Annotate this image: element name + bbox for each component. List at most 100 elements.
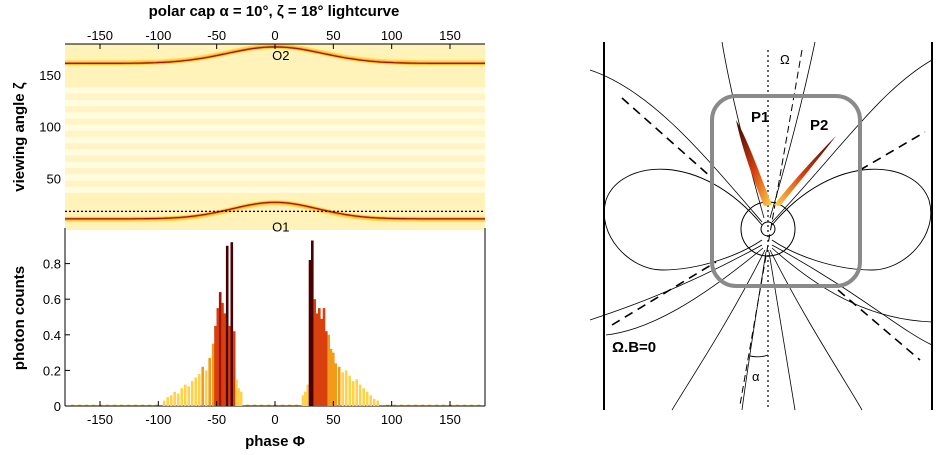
- closed-field-loop-left: [603, 168, 763, 271]
- heatmap-band: [65, 124, 485, 131]
- beam-p2: [774, 136, 836, 206]
- heatmap-band: [65, 112, 485, 119]
- heatmap-band: [65, 155, 485, 162]
- histogram-bar: [173, 391, 176, 406]
- ridge-label-o1: O1: [272, 220, 289, 235]
- open-field-line: [768, 251, 796, 411]
- histogram-bar: [232, 331, 236, 406]
- null-surface-line: [611, 261, 717, 326]
- histogram-x-ticks: -150 -100 -50 0 50 100 150: [87, 401, 461, 427]
- histogram-y-ticks: 0 0.2 0.4 0.6 0.8: [43, 257, 70, 414]
- zoom-frame: [710, 94, 862, 288]
- heatmap-band: [65, 99, 485, 106]
- alpha-label: α: [752, 369, 760, 384]
- histogram-y-tick-label: 0.2: [43, 363, 61, 378]
- histogram-bar: [306, 384, 309, 406]
- histogram-y-tick-label: 0.4: [43, 328, 61, 343]
- histogram-bar: [169, 395, 173, 406]
- histogram-bars: [70, 240, 481, 406]
- heatmap-title: polar cap α = 10°, ζ = 18° lightcurve: [149, 3, 400, 20]
- histogram-bar: [201, 366, 204, 406]
- heatmap-band: [65, 211, 485, 218]
- histogram-bar: [341, 372, 344, 406]
- histogram-bar: [315, 313, 319, 406]
- heatmap-band: [65, 93, 485, 100]
- null-surface-line: [837, 289, 921, 361]
- ridge-label-o2: O2: [272, 48, 289, 63]
- histogram-bar: [327, 334, 330, 406]
- heatmap-y-tick-label: 50: [47, 171, 61, 186]
- open-field-line: [721, 41, 765, 219]
- histogram-bar: [235, 379, 238, 406]
- histogram-bar: [334, 363, 337, 406]
- heatmap-y-tick-label: 100: [39, 120, 61, 135]
- heatmap-x-tick-label: 50: [326, 28, 340, 43]
- open-field-line: [589, 244, 763, 321]
- histogram-bar: [332, 352, 335, 406]
- heatmap-band: [65, 137, 485, 144]
- histogram-bar: [214, 325, 217, 406]
- heatmap-band: [65, 186, 485, 193]
- histogram-bar: [344, 370, 348, 406]
- histogram-bar: [228, 325, 231, 406]
- histogram-bar: [230, 242, 234, 406]
- heatmap-band: [65, 149, 485, 156]
- histogram-bar: [223, 313, 227, 406]
- heatmap-x-tick-label: -50: [207, 28, 226, 43]
- heatmap-band: [65, 118, 485, 125]
- histogram-bar: [351, 381, 355, 406]
- heatmap-x-tick-label: 0: [271, 28, 278, 43]
- heatmap-band: [65, 174, 485, 181]
- histogram-bar: [176, 393, 180, 406]
- histogram-bar: [225, 245, 229, 406]
- omega-label: Ω: [780, 52, 790, 67]
- heatmap-x-tick-label: -150: [87, 28, 113, 43]
- histogram-bar: [239, 391, 243, 406]
- histogram-plot: [64, 228, 486, 407]
- histogram-bar: [308, 260, 312, 406]
- histogram-bar: [372, 398, 376, 406]
- heatmap-y-tick-label: 150: [39, 68, 61, 83]
- histogram-bar: [369, 395, 372, 406]
- heatmap-band: [65, 223, 485, 230]
- heatmap-x-ticks: -150 -100 -50 0 50 100 150: [87, 28, 461, 49]
- heatmap-band: [65, 81, 485, 88]
- heatmap-band: [65, 143, 485, 150]
- p1-label: P1: [751, 109, 769, 126]
- histogram-x-tick-label: 50: [326, 412, 340, 427]
- heatmap-band: [65, 130, 485, 137]
- open-field-line: [671, 249, 766, 411]
- histogram-y-tick-label: 0.6: [43, 292, 61, 307]
- histogram-bar: [204, 370, 208, 406]
- histogram-bar: [358, 384, 362, 406]
- histogram-bar: [313, 299, 316, 406]
- alpha-angle-arc: [749, 354, 769, 358]
- heatmap-band: [65, 217, 485, 224]
- histogram-x-label: phase Φ: [245, 433, 305, 450]
- histogram-bar: [216, 308, 220, 406]
- heatmap-y-label: viewing angle ζ: [11, 82, 28, 192]
- heatmap-band: [65, 106, 485, 113]
- neutron-star-inner: [760, 221, 776, 237]
- histogram-bar: [211, 343, 215, 406]
- histogram-bar: [337, 366, 341, 406]
- histogram-bar: [166, 397, 169, 406]
- null-surface-line: [859, 131, 926, 171]
- histogram-bar: [237, 388, 241, 406]
- histogram-bar: [218, 292, 222, 406]
- histogram-bar: [221, 302, 224, 406]
- histogram-bar: [365, 391, 369, 406]
- histogram-bar: [362, 388, 365, 406]
- histogram-bar: [190, 381, 194, 406]
- histogram-bar: [208, 357, 211, 406]
- heatmap-plot: [65, 44, 485, 230]
- p2-label: P2: [810, 117, 828, 134]
- histogram-bar: [187, 386, 190, 406]
- heatmap-y-ticks: 50 100 150: [39, 68, 61, 186]
- open-field-line: [741, 251, 767, 411]
- histogram-bar: [318, 308, 321, 406]
- magnetosphere-diagram: [589, 41, 933, 411]
- open-field-line: [771, 244, 933, 346]
- heatmap-band: [65, 180, 485, 187]
- histogram-bar: [355, 379, 358, 406]
